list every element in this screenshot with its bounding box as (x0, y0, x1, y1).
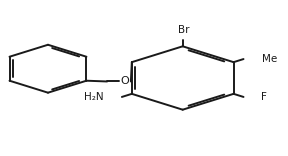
Text: H₂N: H₂N (84, 92, 103, 102)
Text: O: O (120, 76, 129, 86)
Text: Me: Me (262, 54, 277, 64)
Text: Br: Br (178, 25, 190, 35)
Text: F: F (261, 92, 267, 102)
